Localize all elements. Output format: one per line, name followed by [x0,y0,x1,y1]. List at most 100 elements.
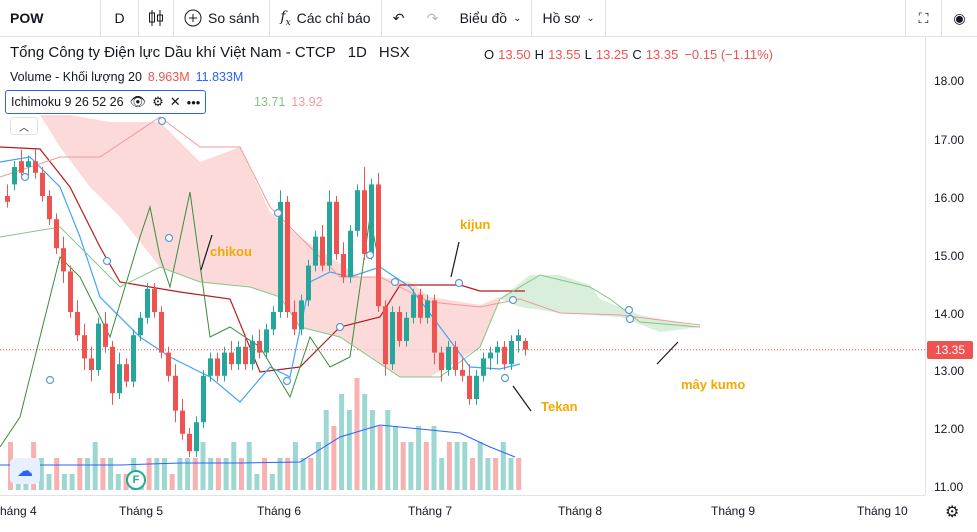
marker-circle [624,305,634,315]
candle-body [299,300,304,330]
volume-bar [208,458,214,490]
chart-legend-title: Tổng Công ty Điện lực Dầu khí Việt Nam -… [10,44,410,61]
candle-body [495,346,500,353]
volume-bar [408,442,414,490]
redo-icon: ↷ [426,9,439,26]
volume-label: Volume - Khối lượng 20 [10,70,142,84]
ichimoku-legend[interactable]: Ichimoku 9 26 52 26 👁 ⚙ ✕ ••• [5,90,207,114]
more-icon[interactable]: ••• [186,94,201,110]
volume-bar [516,458,522,490]
candle-body [110,346,115,394]
profile-menu-button[interactable]: Hồ sơ ⌄ [532,0,606,37]
candle-body [250,341,255,365]
candle-body [320,236,325,266]
volume-bar [470,458,475,490]
volume-bar [369,410,375,490]
volume-bar [246,442,252,490]
company-name: Tổng Công ty Điện lực Dầu khí Việt Nam -… [10,44,336,61]
ichimoku-span-a-value: 13.71 [254,95,286,109]
candle-body [271,312,276,330]
chart-menu-button[interactable]: Biểu đồ ⌄ [450,0,533,37]
marker-circle [335,322,345,332]
candle-body [68,271,73,312]
close-icon[interactable]: ✕ [169,94,181,109]
settings-gear-icon[interactable]: ⚙ [945,504,960,521]
interval-button[interactable]: D [101,0,139,37]
candle-body [390,312,395,365]
open-value: 13.50 [498,47,531,62]
tradingview-logo[interactable]: ☁ [10,458,40,484]
high-label: H [534,47,545,62]
chevron-down-icon: ⌄ [586,12,595,24]
high-value: 13.55 [548,47,581,62]
chart-menu-label: Biểu đồ [459,10,508,26]
screenshot-button[interactable]: ◉ [941,0,977,37]
candle-body [446,346,451,370]
price-tick: 16.00 [934,191,965,205]
chart-type-button[interactable] [139,0,173,37]
cloud-icon: ☁ [17,463,33,480]
volume-ma-line [0,424,516,466]
candle-body [355,190,360,231]
price-chart[interactable] [0,37,925,495]
candle-body [229,352,234,365]
volume-bar [177,458,183,490]
candle-body [131,335,136,382]
candle-body [26,161,31,167]
candle-body [96,323,101,370]
redo-button[interactable]: ↷ [416,0,450,37]
candle-body [488,352,493,359]
annotation-kumo: mây kumo [681,377,746,392]
low-label: L [584,47,592,62]
candle-body [75,312,80,336]
candle-body [397,312,402,341]
candle-body [383,306,388,365]
marker-circle [508,295,518,305]
time-tick: Tháng 5 [119,504,164,518]
price-tick: 11.00 [934,480,964,494]
volume-bar [346,410,352,490]
fullscreen-icon: ⛶ [918,10,929,26]
marker-circle [625,314,635,324]
candle-body [19,161,24,173]
kumo-arrow [656,341,679,365]
marker-circle [282,376,292,386]
candle-body [348,230,353,278]
volume-bar [154,458,160,490]
candle-body [362,190,367,254]
volume-bar [215,458,221,490]
volume-bar [239,458,244,490]
tekan-arrow [512,385,532,412]
candle-body [285,201,290,312]
candle-body [432,300,437,353]
price-axis[interactable]: 18.00 17.00 16.00 15.00 14.00 13.00 12.0… [925,37,977,495]
eye-icon[interactable]: 👁 [129,94,147,109]
volume-bar [362,394,368,490]
symbol-search[interactable]: POW [0,0,101,37]
gear-icon[interactable]: ⚙ [152,94,164,109]
financials-badge[interactable]: F [126,470,146,490]
candle-body [180,410,185,434]
candle-body [166,352,171,376]
collapse-legend-button[interactable]: ︿ [10,117,38,135]
undo-button[interactable]: ↶ [382,0,416,37]
indicators-button[interactable]: fx Các chỉ báo [270,0,382,37]
candle-body [124,364,129,382]
time-axis[interactable]: háng 4 Tháng 5 Tháng 6 Tháng 7 Tháng 8 T… [0,495,925,532]
volume-bar [185,458,191,490]
marker-circle [102,256,112,266]
volume-bar [92,442,98,490]
annotation-chikou: chikou [210,244,252,259]
candle-body [306,265,311,301]
volume-bar [254,474,260,490]
compare-button[interactable]: So sánh [173,0,271,37]
volume-bar [146,458,152,490]
volume-bar [331,426,337,490]
fullscreen-button[interactable]: ⛶ [905,0,941,37]
last-price-label: 13.35 [927,341,973,359]
volume-bar [269,474,275,490]
candle-body [117,364,122,394]
time-tick: Tháng 9 [711,504,756,518]
marker-circle [164,233,174,243]
volume-bar [292,442,298,490]
